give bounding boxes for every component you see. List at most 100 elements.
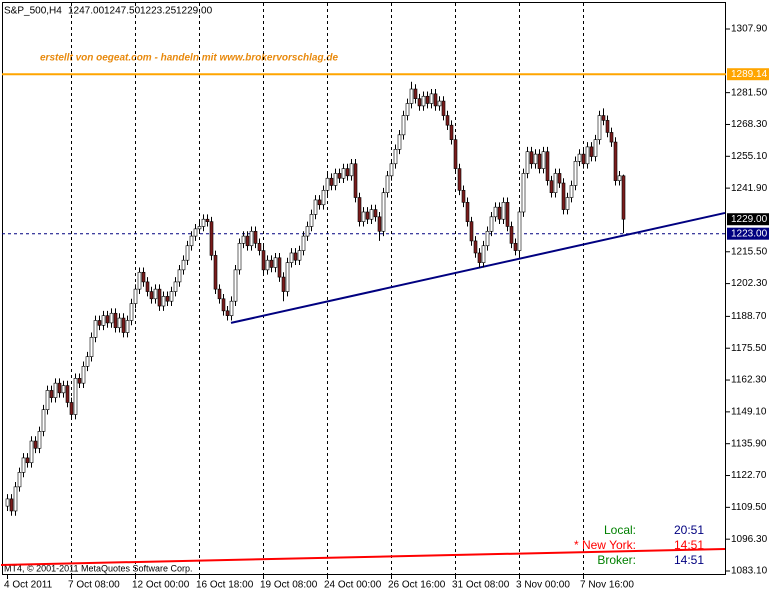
y-tick-label: 1162.30	[731, 375, 767, 386]
candle-body	[329, 177, 334, 186]
candle-body	[305, 226, 310, 237]
candle-body	[269, 259, 274, 268]
candle-body	[577, 153, 582, 162]
candle-body	[581, 153, 586, 165]
candle-body	[257, 243, 262, 251]
candle-body	[417, 98, 422, 107]
candle-body	[85, 356, 90, 367]
candle-body	[489, 216, 494, 232]
y-tick-label: 1255.10	[731, 151, 768, 162]
x-tick-label: 19 Oct 08:00	[260, 580, 318, 591]
candle-body	[565, 197, 570, 210]
x-tick-label: 16 Oct 18:00	[196, 580, 254, 591]
candle-body	[153, 288, 158, 300]
candle-body	[285, 262, 290, 292]
candle-body	[233, 269, 238, 302]
candle-body	[117, 317, 122, 329]
candle-body	[501, 202, 506, 220]
x-tick-label: 31 Oct 08:00	[452, 580, 510, 591]
candle-body	[401, 115, 406, 136]
candle-body	[469, 221, 474, 242]
y-tick-label: 1175.50	[731, 343, 767, 354]
candle-body	[241, 235, 246, 244]
candle-body	[517, 211, 522, 251]
candle-body	[557, 173, 562, 184]
candle-body	[29, 440, 34, 464]
candle-body	[453, 139, 458, 169]
candle-body	[613, 141, 618, 181]
candle-body	[449, 124, 454, 140]
candle-body	[561, 182, 566, 210]
candle-body	[161, 296, 166, 307]
candle-body	[293, 252, 298, 261]
candle-body	[25, 457, 30, 464]
candle-body	[97, 320, 102, 326]
y-tick-label: 1202.30	[731, 278, 768, 289]
candle-body	[77, 378, 82, 384]
candle-body	[505, 202, 510, 227]
trendline	[0, 548, 726, 566]
candle-body	[185, 245, 190, 261]
candle-body	[69, 402, 74, 415]
candle-body	[237, 243, 242, 271]
candle-body	[481, 245, 486, 263]
candle-body	[57, 382, 62, 394]
candle-body	[601, 115, 606, 121]
x-tick-label: 26 Oct 16:00	[388, 580, 446, 591]
chart-title: S&P_500,H4	[4, 6, 62, 17]
candle-body	[101, 315, 106, 326]
y-tick-label: 1096.30	[731, 534, 768, 545]
candle-body	[213, 255, 218, 290]
candle-body	[313, 199, 318, 215]
candle-body	[137, 271, 142, 290]
candle-body	[385, 175, 390, 194]
candle-body	[281, 276, 286, 292]
candle-body	[225, 310, 230, 316]
candle-body	[89, 337, 94, 357]
candle-body	[21, 457, 26, 473]
y-tick-label: 1109.50	[731, 502, 767, 513]
candle-body	[121, 317, 126, 333]
price-label: 1229.00	[731, 214, 768, 225]
candle-body	[5, 498, 10, 507]
header-value: 1247.50	[104, 6, 141, 17]
candle-body	[361, 211, 366, 222]
y-tick-label: 1241.90	[731, 183, 768, 194]
candle-body	[133, 288, 138, 304]
candle-body	[357, 197, 362, 222]
candle-body	[265, 259, 270, 271]
candle-body	[245, 235, 250, 247]
candle-body	[217, 288, 222, 300]
candle-body	[173, 281, 178, 292]
candle-body	[229, 300, 234, 316]
candle-body	[589, 146, 594, 157]
candle-body	[529, 151, 534, 165]
candle-body	[277, 257, 282, 278]
candle-body	[165, 296, 170, 302]
y-tick-label: 1281.50	[731, 87, 768, 98]
candle-body	[621, 175, 626, 220]
candle-body	[521, 173, 526, 213]
y-tick-label: 1135.90	[731, 438, 767, 449]
candle-body	[201, 218, 206, 227]
x-tick-label: 24 Oct 00:00	[324, 580, 382, 591]
candle-body	[433, 93, 438, 107]
candle-body	[525, 151, 530, 174]
candle-body	[493, 206, 498, 218]
candle-body	[369, 209, 374, 220]
candle-body	[393, 149, 398, 165]
candle-body	[181, 259, 186, 271]
candle-body	[297, 250, 302, 261]
candle-body	[609, 132, 614, 143]
candle-body	[197, 226, 202, 230]
candle-body	[289, 252, 294, 263]
candle-body	[341, 168, 346, 179]
candle-body	[465, 202, 470, 222]
candle-body	[309, 214, 314, 227]
candle-body	[253, 230, 258, 244]
candle-body	[93, 320, 98, 338]
candle-body	[569, 185, 574, 198]
y-tick-label: 1188.70	[731, 311, 767, 322]
candle-body	[249, 230, 254, 247]
